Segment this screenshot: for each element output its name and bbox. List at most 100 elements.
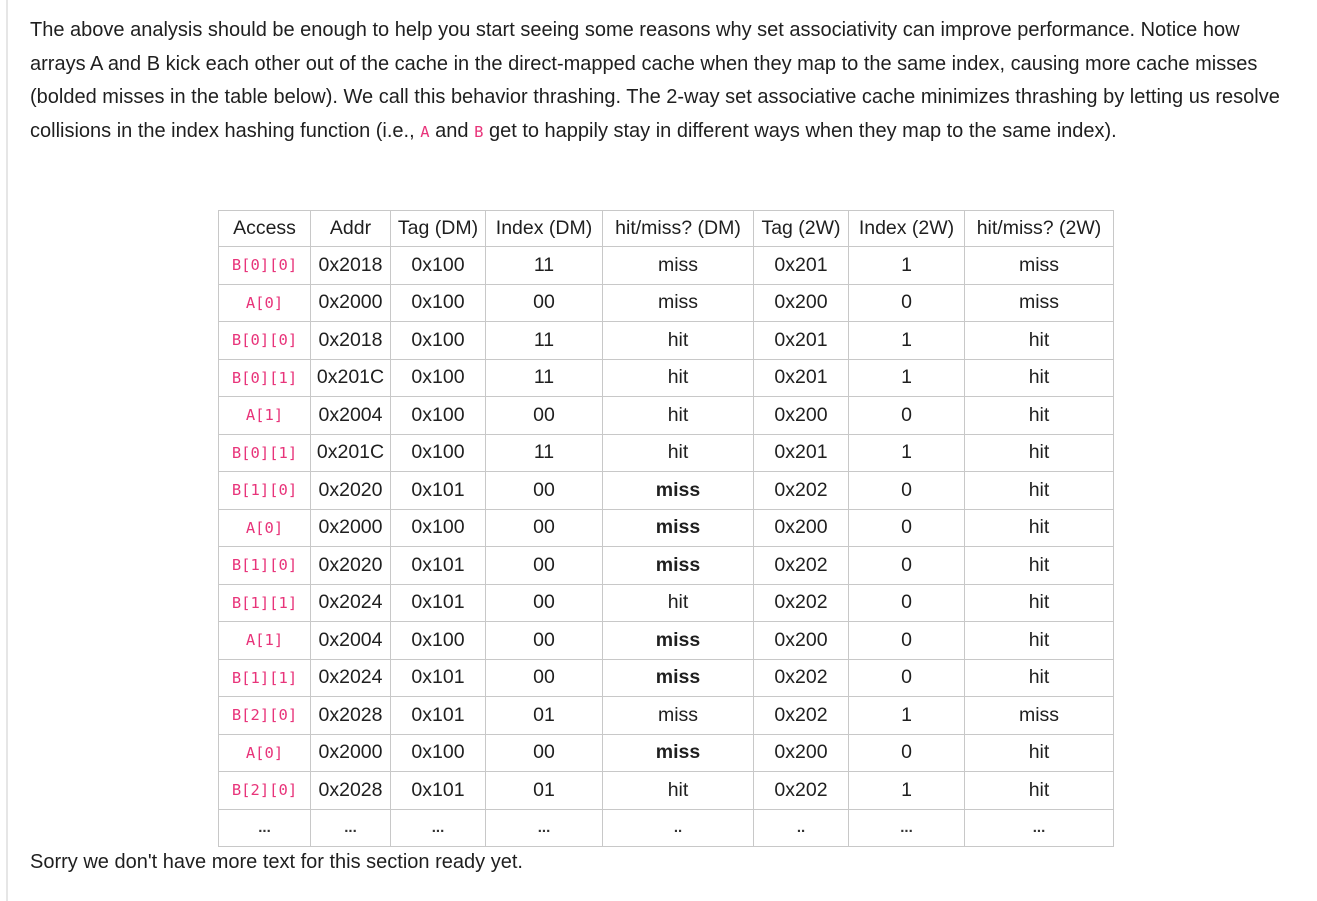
cell-access: B[1][1] <box>218 583 311 622</box>
intro-text-3: get to happily stay in different ways wh… <box>483 119 1117 142</box>
intro-text-2: and <box>429 119 475 142</box>
cell-hitmiss-2w: hit <box>964 546 1114 585</box>
cell-tag-dm: 0x101 <box>390 583 486 622</box>
cell-hitmiss-2w: hit <box>964 771 1114 810</box>
header-tag-2w: Tag (2W) <box>753 210 849 247</box>
cell-hitmiss-2w: miss <box>964 283 1114 322</box>
ellipsis-cell: ... <box>310 808 391 847</box>
cell-hitmiss-2w: hit <box>964 621 1114 660</box>
cell-index-dm: 00 <box>485 508 603 547</box>
table-row: B[2][0] 0x2028 0x101 01 miss 0x202 1 miss <box>218 696 1114 735</box>
cell-addr: 0x2004 <box>310 621 391 660</box>
cell-tag-2w: 0x201 <box>753 358 849 397</box>
cell-hitmiss-dm: miss <box>602 658 754 697</box>
cell-tag-dm: 0x100 <box>390 733 486 772</box>
cell-tag-dm: 0x101 <box>390 471 486 510</box>
cell-access: A[0] <box>218 283 311 322</box>
cell-access: A[1] <box>218 396 311 435</box>
cell-index-2w: 0 <box>848 733 965 772</box>
cell-index-dm: 01 <box>485 771 603 810</box>
cell-tag-2w: 0x200 <box>753 396 849 435</box>
cell-tag-dm: 0x100 <box>390 396 486 435</box>
cell-index-2w: 1 <box>848 696 965 735</box>
cell-tag-2w: 0x201 <box>753 246 849 285</box>
footer-note: Sorry we don't have more text for this s… <box>30 851 523 873</box>
cell-access: B[1][1] <box>218 658 311 697</box>
cell-tag-dm: 0x101 <box>390 546 486 585</box>
cell-index-2w: 0 <box>848 658 965 697</box>
cell-hitmiss-dm: hit <box>602 321 754 360</box>
cell-access: A[1] <box>218 621 311 660</box>
cell-tag-dm: 0x100 <box>390 621 486 660</box>
cell-access: B[1][0] <box>218 471 311 510</box>
table-header-row: Access Addr Tag (DM) Index (DM) hit/miss… <box>218 210 1114 247</box>
cell-index-2w: 0 <box>848 621 965 660</box>
left-border-rule <box>6 0 8 901</box>
cell-access: B[0][0] <box>218 246 311 285</box>
cell-access: B[2][0] <box>218 771 311 810</box>
cell-addr: 0x2004 <box>310 396 391 435</box>
table-row: A[0] 0x2000 0x100 00 miss 0x200 0 miss <box>218 283 1114 322</box>
cell-index-2w: 0 <box>848 283 965 322</box>
table-row: A[0] 0x2000 0x100 00 miss 0x200 0 hit <box>218 733 1114 772</box>
cell-hitmiss-2w: hit <box>964 358 1114 397</box>
cell-index-dm: 00 <box>485 546 603 585</box>
cell-index-dm: 00 <box>485 283 603 322</box>
ellipsis-cell: ... <box>390 808 486 847</box>
cell-hitmiss-dm: miss <box>602 733 754 772</box>
cell-tag-dm: 0x100 <box>390 358 486 397</box>
cell-access: A[0] <box>218 508 311 547</box>
ellipsis-cell: ... <box>964 808 1114 847</box>
inline-code-b: B <box>474 122 484 141</box>
intro-paragraph: The above analysis should be enough to h… <box>30 14 1300 149</box>
cell-tag-2w: 0x202 <box>753 658 849 697</box>
cell-hitmiss-dm: miss <box>602 696 754 735</box>
cell-index-2w: 0 <box>848 508 965 547</box>
cell-tag-2w: 0x202 <box>753 771 849 810</box>
cell-hitmiss-2w: hit <box>964 733 1114 772</box>
cell-tag-dm: 0x100 <box>390 246 486 285</box>
cell-tag-dm: 0x101 <box>390 771 486 810</box>
cell-index-dm: 00 <box>485 658 603 697</box>
cell-tag-dm: 0x101 <box>390 696 486 735</box>
cell-index-dm: 11 <box>485 246 603 285</box>
cell-index-2w: 1 <box>848 433 965 472</box>
header-access: Access <box>218 210 311 247</box>
table-row: B[1][0] 0x2020 0x101 00 miss 0x202 0 hit <box>218 471 1114 510</box>
cell-index-dm: 00 <box>485 621 603 660</box>
cell-tag-2w: 0x202 <box>753 583 849 622</box>
cell-hitmiss-2w: miss <box>964 696 1114 735</box>
header-hitmiss-2w: hit/miss? (2W) <box>964 210 1114 247</box>
cell-index-dm: 00 <box>485 733 603 772</box>
ellipsis-cell: .. <box>602 808 754 847</box>
ellipsis-cell: .. <box>753 808 849 847</box>
table-row: B[1][0] 0x2020 0x101 00 miss 0x202 0 hit <box>218 546 1114 585</box>
ellipsis-cell: ... <box>218 808 311 847</box>
cell-hitmiss-2w: hit <box>964 396 1114 435</box>
cell-hitmiss-dm: hit <box>602 771 754 810</box>
cell-index-dm: 01 <box>485 696 603 735</box>
cell-index-2w: 0 <box>848 471 965 510</box>
cell-tag-dm: 0x101 <box>390 658 486 697</box>
cell-addr: 0x201C <box>310 433 391 472</box>
cell-tag-2w: 0x200 <box>753 508 849 547</box>
cell-addr: 0x2000 <box>310 283 391 322</box>
table-row: B[0][1] 0x201C 0x100 11 hit 0x201 1 hit <box>218 358 1114 397</box>
cell-hitmiss-dm: hit <box>602 433 754 472</box>
cell-tag-2w: 0x202 <box>753 471 849 510</box>
header-index-2w: Index (2W) <box>848 210 965 247</box>
cell-hitmiss-dm: miss <box>602 471 754 510</box>
cell-hitmiss-dm: miss <box>602 508 754 547</box>
cell-addr: 0x2000 <box>310 733 391 772</box>
cell-addr: 0x2028 <box>310 771 391 810</box>
table-row: A[1] 0x2004 0x100 00 hit 0x200 0 hit <box>218 396 1114 435</box>
table-row: B[0][0] 0x2018 0x100 11 miss 0x201 1 miss <box>218 246 1114 285</box>
table-ellipsis-row: ...................... <box>218 808 1114 847</box>
ellipsis-cell: ... <box>848 808 965 847</box>
table-body: B[0][0] 0x2018 0x100 11 miss 0x201 1 miss A[0] 0x… <box>218 246 1114 847</box>
cell-index-dm: 00 <box>485 471 603 510</box>
cell-access: B[0][1] <box>218 358 311 397</box>
cell-hitmiss-2w: hit <box>964 508 1114 547</box>
cell-index-2w: 1 <box>848 246 965 285</box>
cell-hitmiss-dm: hit <box>602 583 754 622</box>
